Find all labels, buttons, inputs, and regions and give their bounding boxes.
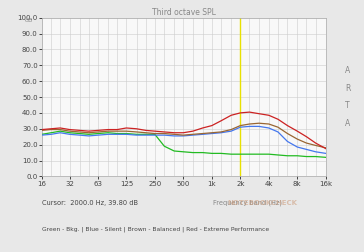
Text: T: T (345, 101, 350, 110)
Text: dB: dB (25, 18, 33, 23)
Text: A: A (345, 119, 350, 128)
Text: NOTEBOOKCHECK: NOTEBOOKCHECK (227, 200, 297, 206)
Text: A: A (345, 66, 350, 75)
Text: Green - Bkg. | Blue - Silent | Brown - Balanced | Red - Extreme Performance: Green - Bkg. | Blue - Silent | Brown - B… (42, 227, 269, 232)
Text: R: R (345, 84, 350, 93)
Text: Frequency band (Hz): Frequency band (Hz) (213, 200, 282, 206)
Title: Third octave SPL: Third octave SPL (152, 8, 216, 17)
Text: Cursor:  2000.0 Hz, 39.80 dB: Cursor: 2000.0 Hz, 39.80 dB (42, 200, 138, 206)
